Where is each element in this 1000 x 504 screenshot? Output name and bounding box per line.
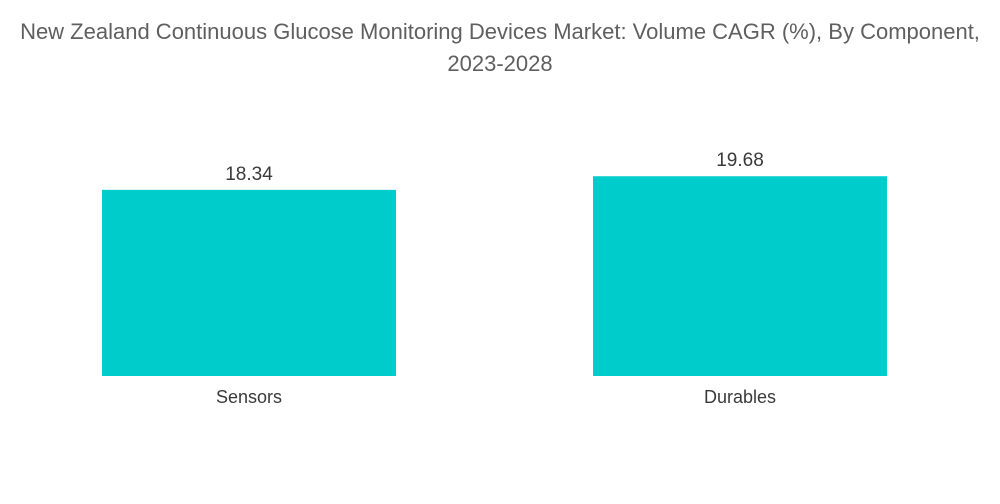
bar-durables xyxy=(593,176,887,376)
category-label-sensors: Sensors xyxy=(216,387,282,407)
value-label-sensors: 18.34 xyxy=(225,164,273,185)
chart-title: New Zealand Continuous Glucose Monitorin… xyxy=(20,19,980,76)
category-label-durables: Durables xyxy=(704,387,776,407)
bar-sensors xyxy=(102,189,396,376)
value-label-durables: 19.68 xyxy=(716,150,764,171)
